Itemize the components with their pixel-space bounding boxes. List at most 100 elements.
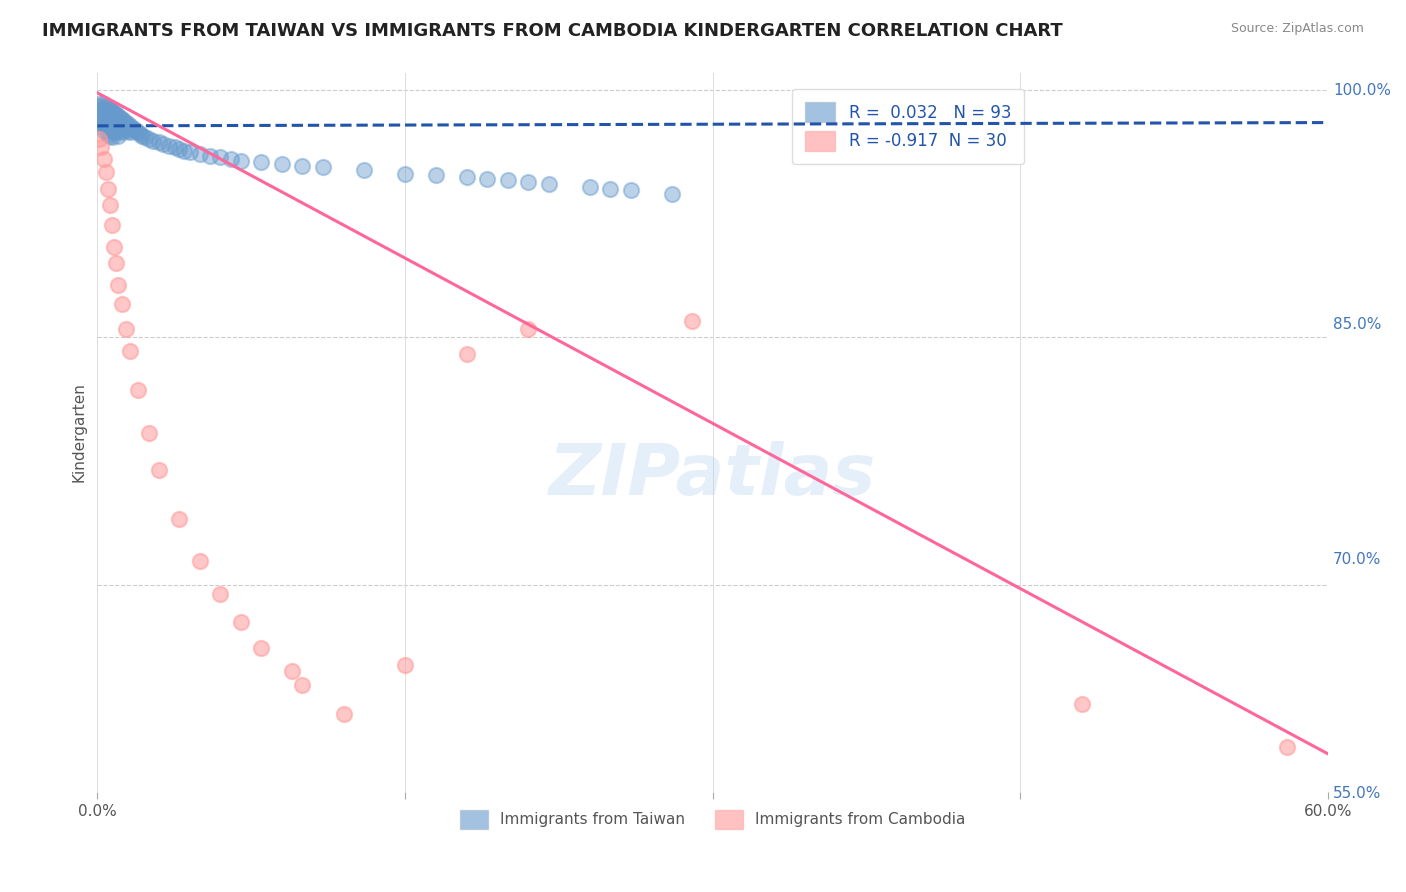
Point [103,119,125,133]
Point [120,126,142,140]
Point [111,112,134,127]
Point [97,101,120,115]
Point [120,343,142,358]
Point [97,127,120,141]
Point [93,111,115,125]
Point [537,177,560,191]
Point [98,122,121,136]
Point [112,120,135,135]
Point [127,384,149,398]
Point [157,138,180,153]
Point [94,119,117,133]
Point [120,119,142,133]
Point [165,140,187,154]
Point [98,103,121,117]
Point [107,115,129,129]
Point [312,160,335,174]
Point [219,152,242,166]
Point [90,140,112,154]
Point [117,124,139,138]
Point [112,114,135,128]
Point [1071,698,1094,712]
Point [94,165,117,179]
Y-axis label: Kindergarten: Kindergarten [72,383,86,483]
Point [108,124,131,138]
Point [100,218,122,232]
Point [681,314,703,328]
Point [125,124,148,138]
Point [107,109,129,123]
Point [104,107,127,121]
Text: ZIPatlas: ZIPatlas [550,442,876,510]
Point [131,128,153,143]
Point [229,153,252,168]
Point [107,128,129,143]
Point [209,150,232,164]
Point [103,126,125,140]
Point [291,159,314,173]
Point [517,322,540,336]
Point [353,163,375,178]
Point [93,103,115,118]
Point [89,115,111,129]
Point [104,114,127,128]
Point [117,117,139,131]
Point [90,119,112,133]
Point [229,615,252,629]
Point [111,297,134,311]
Point [97,107,120,121]
Point [94,105,117,120]
Point [173,144,195,158]
Point [148,136,170,150]
Text: Source: ZipAtlas.com: Source: ZipAtlas.com [1230,22,1364,36]
Point [291,677,314,691]
Point [456,347,478,361]
Point [100,124,122,138]
Point [134,130,156,145]
Point [188,147,211,161]
Point [111,119,134,133]
Point [100,117,122,131]
Point [281,665,304,679]
Point [1275,740,1298,755]
Point [142,134,165,148]
Point [104,120,127,135]
Point [209,586,232,600]
Point [121,120,143,135]
Point [94,99,117,113]
Point [104,256,127,270]
Point [93,124,115,138]
Point [97,114,120,128]
Point [179,145,201,160]
Point [250,155,273,169]
Point [90,95,112,110]
Point [98,109,121,123]
Point [115,122,138,136]
Point [115,322,138,336]
Point [103,105,125,120]
Point [98,115,121,129]
Point [100,111,122,125]
Point [425,169,447,183]
Point [148,463,170,477]
Point [475,171,498,186]
Point [115,115,138,129]
Point [103,112,125,127]
Point [97,120,120,135]
Point [94,112,117,127]
Point [100,103,122,118]
Point [89,107,111,121]
Point [250,641,273,656]
Point [90,111,112,125]
Point [198,148,221,162]
Point [90,103,112,117]
Point [599,182,621,196]
Point [93,97,115,112]
Point [111,126,134,140]
Point [124,122,146,136]
Point [103,239,125,253]
Point [169,142,191,156]
Point [332,707,354,722]
Point [138,132,160,146]
Point [152,136,174,151]
